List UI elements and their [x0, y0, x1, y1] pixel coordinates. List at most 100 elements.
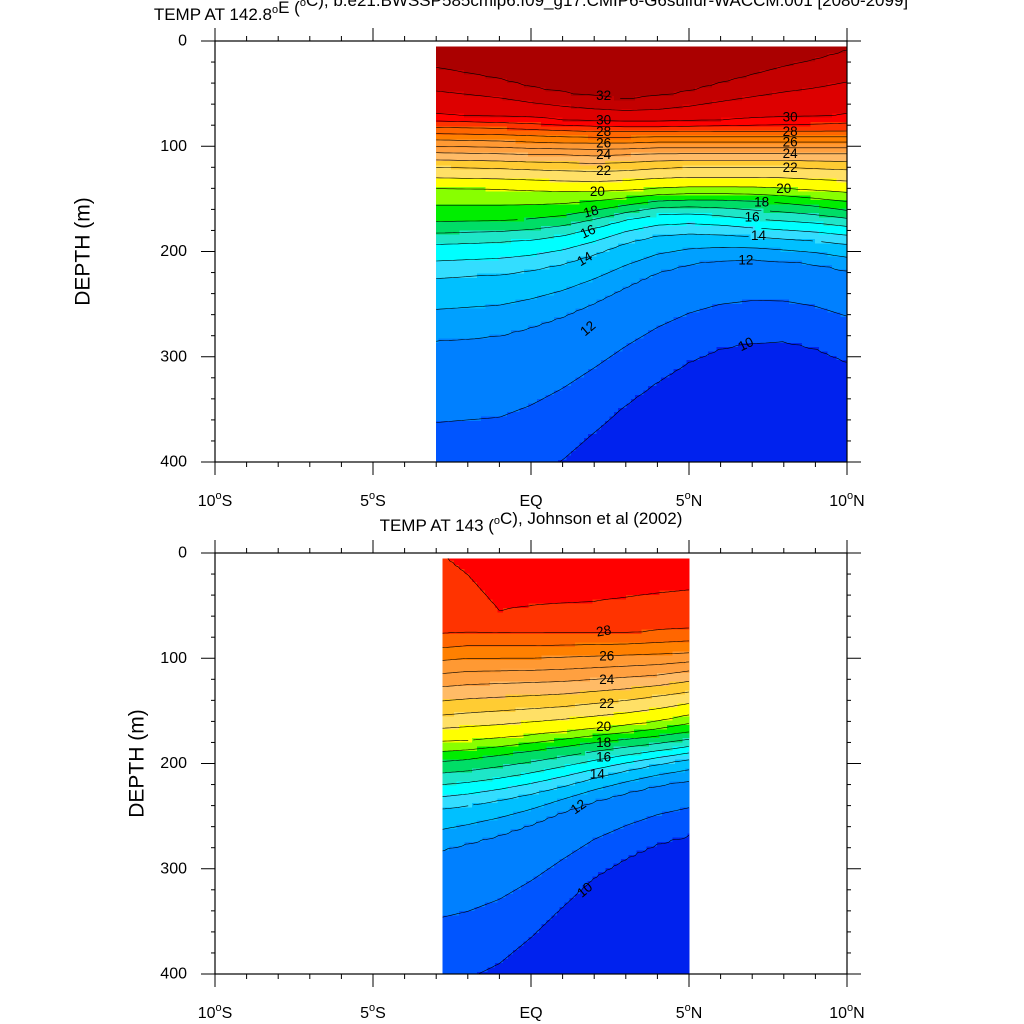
isotherm-20	[436, 186, 848, 193]
contour-label: 24	[596, 147, 612, 162]
x-tick-label: 5oN	[676, 490, 703, 510]
isotherm-23	[436, 159, 848, 164]
isotherm-18	[442, 731, 690, 762]
y-tick-label: 200	[160, 755, 187, 772]
isotherm-30	[436, 113, 848, 122]
x-tick-label: 10oS	[198, 1002, 233, 1022]
isotherm-21	[442, 703, 690, 729]
contour-label: 22	[599, 696, 614, 711]
contour-label: 26	[783, 135, 798, 150]
contour-label: 14	[574, 248, 595, 269]
x-tick-label: 5oN	[676, 1002, 703, 1022]
isotherm-32	[436, 49, 848, 99]
isotherm-21	[436, 177, 848, 182]
isotherm-14	[442, 759, 690, 810]
contour-fill	[436, 46, 848, 463]
isotherm-26	[442, 652, 690, 661]
contour-label: 10	[574, 879, 595, 900]
isotherm-14	[436, 233, 848, 279]
x-tick-label: 5oS	[360, 1002, 386, 1022]
isotherm-13	[442, 769, 690, 830]
isotherm-19	[436, 193, 848, 206]
isotherm-25	[442, 661, 690, 674]
isotherm-24	[442, 670, 690, 687]
contour-label: 24	[599, 672, 615, 687]
x-tick-label: EQ	[519, 493, 542, 510]
y-axis-label: DEPTH (m)	[72, 197, 95, 306]
axes: 0 100 200 300 400 10oS 5oS EQ 5oN 10oN	[160, 28, 865, 510]
y-tick-label: 400	[160, 966, 187, 983]
contour-label: 22	[596, 163, 611, 178]
x-tick-label: 5oS	[360, 490, 386, 510]
x-tick-label: 10oN	[829, 1002, 864, 1022]
contour-label: 16	[745, 209, 760, 224]
contour-label: 26	[599, 649, 614, 664]
isotherm-27	[436, 133, 847, 138]
y-tick-label: 0	[178, 545, 187, 562]
contour-label: 18	[754, 195, 769, 210]
contour-label: 24	[783, 146, 799, 161]
isotherm-10	[478, 835, 689, 975]
isotherm-11	[442, 807, 690, 918]
isotherm-22	[436, 167, 848, 172]
y-tick-label: 400	[160, 454, 187, 471]
isotherm-22	[442, 691, 690, 716]
contour-label: 14	[751, 228, 767, 243]
contour-label: 28	[596, 124, 611, 139]
contour-fill	[442, 558, 690, 975]
isotherm-29	[436, 120, 848, 128]
contour-lines	[442, 558, 690, 975]
isotherm-13	[436, 247, 848, 310]
contour-label: 28	[595, 622, 612, 639]
isotherm-20	[442, 714, 690, 742]
contour-label: 12	[738, 252, 753, 267]
isotherm-17	[442, 739, 690, 774]
contour-label: 20	[590, 184, 605, 199]
isotherm-25	[436, 146, 847, 150]
contour-label: 20	[776, 181, 791, 196]
contour-label: 10	[736, 334, 756, 354]
contour-label: 18	[582, 202, 600, 220]
isotherm-31	[436, 81, 848, 111]
isotherm-15	[442, 752, 690, 797]
isotherm-17	[436, 206, 848, 234]
contour-label: 30	[783, 109, 798, 124]
isotherm-19	[442, 723, 690, 752]
contour-labels: 3230282624222018161412302826242220181614…	[574, 88, 798, 354]
isotherm-26	[436, 139, 847, 144]
isotherm-15	[436, 223, 848, 262]
isotherm-18	[436, 199, 848, 222]
isotherm-16	[442, 746, 690, 785]
contour-label: 32	[596, 88, 611, 103]
y-tick-label: 0	[178, 33, 187, 50]
chart-title: TEMP AT 143 (oC), Johnson et al (2002)	[380, 509, 683, 535]
isotherm-23	[442, 681, 690, 702]
contour-label: 26	[596, 136, 611, 151]
contour-label: 14	[590, 767, 606, 782]
contour-label: 20	[596, 719, 611, 734]
isotherm-16	[436, 213, 848, 245]
isotherm-12	[442, 781, 690, 852]
contour-lines	[436, 49, 848, 463]
y-tick-label: 200	[160, 243, 187, 260]
x-tick-label: 10oS	[198, 490, 233, 510]
y-tick-label: 100	[160, 138, 187, 155]
y-tick-label: 300	[160, 348, 187, 365]
isotherm-28	[436, 127, 848, 132]
x-tick-label: EQ	[519, 1005, 542, 1022]
contour-label: 30	[596, 112, 611, 127]
contour-label: 22	[783, 160, 798, 175]
y-axis-label: DEPTH (m)	[126, 709, 149, 818]
isotherm-10	[559, 341, 848, 463]
isotherm-11	[436, 300, 848, 423]
isotherm-27	[442, 640, 690, 648]
y-tick-label: 100	[160, 650, 187, 667]
contour-label: 16	[578, 222, 598, 242]
isotherm-12	[436, 259, 848, 342]
contour-label: 16	[596, 750, 611, 765]
contour-label: 28	[783, 124, 798, 139]
contour-label: 12	[577, 318, 598, 339]
